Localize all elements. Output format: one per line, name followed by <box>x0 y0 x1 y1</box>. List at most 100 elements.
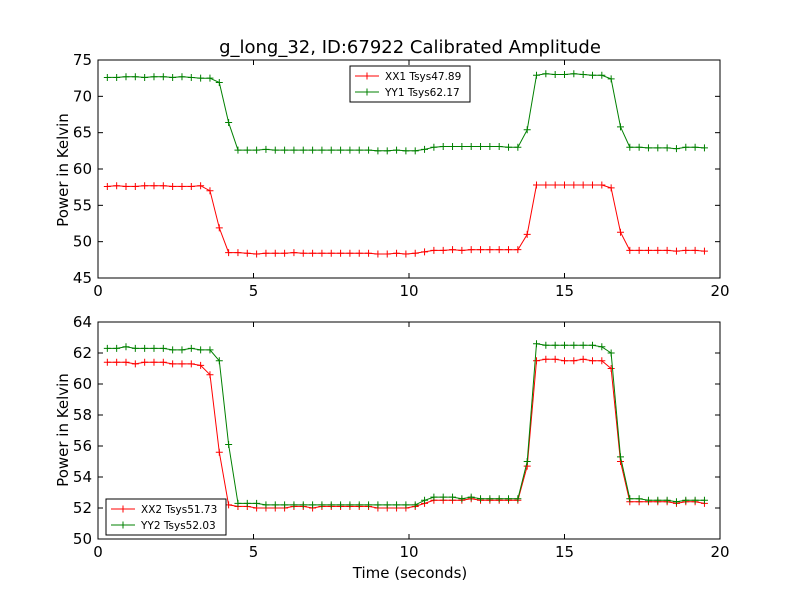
legend: XX2 Tsys51.73 YY2 Tsys52.03 <box>105 498 227 536</box>
data-point <box>271 501 279 509</box>
data-point <box>635 246 643 254</box>
x-tick-label: 10 <box>399 543 418 561</box>
data-point <box>169 346 177 354</box>
data-point <box>374 501 382 509</box>
data-point <box>150 73 158 81</box>
data-point <box>178 182 186 190</box>
x-tick-label: 0 <box>93 543 103 561</box>
plot-top: 0 5 10 15 20 45 50 55 60 65 70 75 XX1 Tsys47.89 YY1 T… <box>73 51 730 300</box>
data-point <box>197 361 205 369</box>
data-point <box>169 73 177 81</box>
data-point <box>644 496 652 504</box>
data-point <box>327 146 335 154</box>
y-tick-label: 58 <box>73 406 92 424</box>
data-point <box>598 357 606 365</box>
data-point <box>113 344 121 352</box>
data-point <box>691 143 699 151</box>
data-point <box>225 440 233 448</box>
x-tick-label: 0 <box>93 282 103 300</box>
data-point <box>588 71 596 79</box>
data-point <box>337 501 345 509</box>
data-point <box>467 493 475 501</box>
x-tick-label: 20 <box>710 543 729 561</box>
data-point <box>486 495 494 503</box>
data-point <box>281 146 289 154</box>
data-point <box>318 501 326 509</box>
data-point <box>187 73 195 81</box>
data-point <box>533 181 541 189</box>
data-point <box>318 146 326 154</box>
data-point <box>561 181 568 189</box>
data-point <box>588 181 596 189</box>
data-point <box>187 182 195 190</box>
x-tick-label: 5 <box>249 543 259 561</box>
legend-label: XX1 Tsys47.89 <box>385 71 461 83</box>
data-point <box>206 371 214 379</box>
data-point <box>327 501 335 509</box>
y-tick-label: 60 <box>73 375 92 393</box>
data-point <box>682 496 690 504</box>
data-point <box>355 501 363 509</box>
data-point <box>402 147 410 155</box>
data-point <box>449 246 457 254</box>
data-point <box>439 246 447 254</box>
data-point <box>187 344 195 352</box>
data-point <box>700 247 708 255</box>
data-point <box>542 341 550 349</box>
data-point <box>113 358 121 366</box>
data-point <box>141 182 149 190</box>
data-point <box>495 142 503 150</box>
data-point <box>309 501 317 509</box>
legend-marker <box>119 505 127 513</box>
legend-label: YY2 Tsys52.03 <box>140 520 216 532</box>
data-point <box>598 181 606 189</box>
data-point <box>616 453 624 461</box>
data-point <box>533 340 541 348</box>
data-point <box>365 501 373 509</box>
data-point <box>113 182 121 190</box>
data-point <box>626 495 634 503</box>
data-point <box>355 146 363 154</box>
y-tick-label: 52 <box>73 499 92 517</box>
data-point <box>654 144 662 152</box>
data-point <box>178 73 186 81</box>
data-point <box>663 144 671 152</box>
data-point <box>672 145 680 153</box>
data-point <box>551 71 559 79</box>
data-point <box>682 246 690 254</box>
data-point <box>187 360 195 368</box>
y-axis-label-bottom: Power in Kelvin <box>54 373 72 487</box>
data-point <box>122 182 130 190</box>
data-point <box>309 146 317 154</box>
data-point <box>215 79 223 87</box>
data-point <box>131 360 139 368</box>
data-point <box>607 75 615 83</box>
data-point <box>607 365 615 372</box>
data-point <box>616 123 624 131</box>
data-point <box>383 147 391 155</box>
data-point <box>383 250 391 258</box>
data-point <box>141 344 149 352</box>
data-point <box>523 458 531 465</box>
data-point <box>243 146 251 154</box>
data-point <box>290 146 298 154</box>
data-point <box>299 146 307 154</box>
data-point <box>262 145 270 153</box>
legend-marker <box>363 72 371 80</box>
data-point <box>495 495 503 503</box>
data-point <box>570 357 578 365</box>
data-point <box>402 250 410 258</box>
data-point <box>626 246 634 254</box>
data-point <box>271 249 279 257</box>
data-point <box>579 355 587 363</box>
y-tick-label: 64 <box>73 313 92 331</box>
y-tick-label: 50 <box>73 233 92 251</box>
data-point <box>570 181 578 189</box>
y-tick-label: 56 <box>73 437 92 455</box>
data-point <box>327 249 335 257</box>
data-point <box>253 146 261 154</box>
data-point <box>607 184 615 192</box>
data-point <box>533 71 541 79</box>
data-point <box>281 249 289 257</box>
data-point <box>337 146 345 154</box>
